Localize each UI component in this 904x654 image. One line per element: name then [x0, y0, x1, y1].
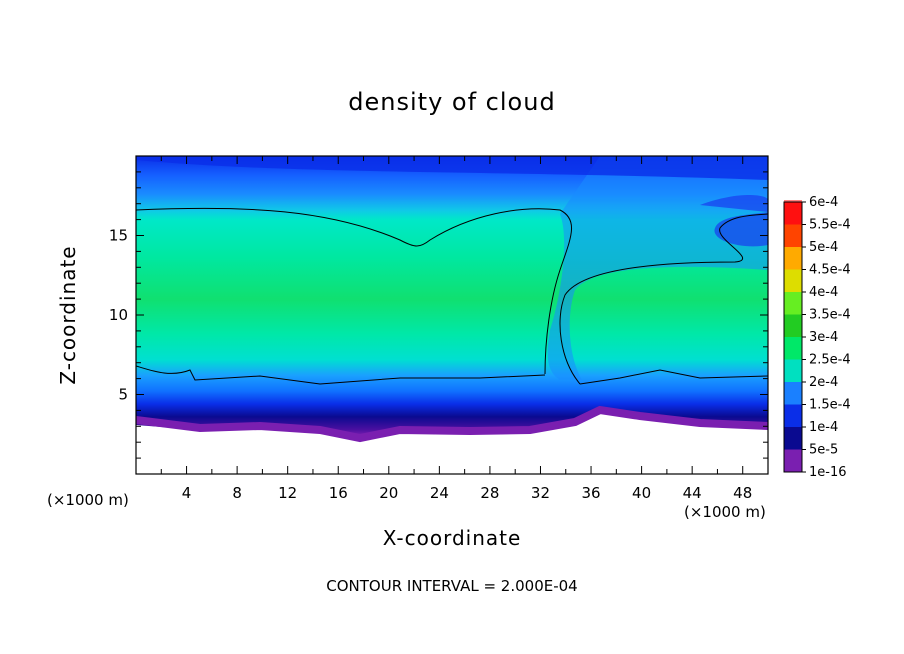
colorbar-label: 5.5e-4	[809, 218, 851, 233]
colorbar-swatch-top	[784, 200, 802, 202]
contour-line-lower-left	[136, 365, 546, 385]
colorbar-label: 1e-4	[809, 420, 838, 435]
colorbar-swatch	[784, 337, 802, 360]
colorbar-swatch	[784, 314, 802, 337]
colorbar-swatch	[784, 247, 802, 270]
x-tick-label: 20	[379, 484, 398, 502]
colorbar-swatch	[784, 292, 802, 315]
y-axis-label: Z-coordinate	[56, 245, 80, 385]
x-axis-label: X-coordinate	[0, 526, 904, 550]
cloud-base-band	[136, 405, 768, 443]
y-tick-label: 5	[118, 386, 128, 404]
clear-air-region	[136, 412, 768, 474]
updraft-band	[547, 156, 768, 380]
x-unit-right: (×1000 m)	[684, 503, 766, 521]
x-tick-label: 40	[632, 484, 651, 502]
x-tick-label: 8	[232, 484, 242, 502]
colorbar-label: 1e-16	[809, 465, 847, 480]
x-axis-ticks: 4 8 12 16 20 24 28 32 36 40 44 48	[160, 156, 752, 502]
colorbar-swatch	[784, 427, 802, 450]
top-band	[136, 156, 768, 180]
y-axis-ticks: 5 10 15	[109, 171, 768, 459]
colorbar-label: 5e-4	[809, 240, 838, 255]
x-tick-label: 4	[182, 484, 192, 502]
colorbar-label: 3.5e-4	[809, 308, 851, 323]
x-tick-label: 12	[278, 484, 297, 502]
colorbar-swatch	[784, 202, 802, 225]
colorbar-label: 4e-4	[809, 285, 838, 300]
x-axis-label-text: X-coordinate	[382, 526, 522, 550]
colorbar-swatch	[784, 224, 802, 247]
colorbar-label: 3e-4	[809, 330, 838, 345]
colorbar-swatch	[784, 269, 802, 292]
contour-line-lower-right	[579, 369, 768, 385]
colorbar-swatch	[784, 359, 802, 382]
colorbar-label: 6e-4	[809, 195, 838, 210]
contour-interval-note: CONTOUR INTERVAL = 2.000E-04	[326, 577, 578, 595]
x-tick-label: 44	[683, 484, 702, 502]
colorbar-swatch	[784, 404, 802, 427]
x-tick-label: 28	[480, 484, 499, 502]
x-tick-label: 32	[531, 484, 550, 502]
colorbar-swatch	[784, 449, 802, 472]
colorbar: 1e-16 5e-5 1e-4 1.5e-4 2e-4 2.5e-4 3e-4 3.5e-4 4…	[783, 195, 851, 480]
upper-right-blue-pocket	[700, 195, 768, 247]
x-unit-left: (×1000 m)	[47, 491, 129, 509]
x-tick-label: 48	[733, 484, 752, 502]
x-tick-label: 24	[430, 484, 449, 502]
x-tick-label: 16	[329, 484, 348, 502]
contour-field	[136, 156, 768, 474]
y-tick-label: 10	[109, 306, 128, 324]
colorbar-label: 1.5e-4	[809, 398, 851, 413]
colorbar-label: 4.5e-4	[809, 263, 851, 278]
colorbar-label: 2.5e-4	[809, 353, 851, 368]
colorbar-label: 5e-5	[809, 443, 838, 458]
colorbar-label: 2e-4	[809, 375, 838, 390]
contour-line-right	[559, 213, 768, 385]
chart-title: density of cloud	[348, 88, 556, 116]
x-tick-label: 36	[581, 484, 600, 502]
y-tick-label: 15	[109, 227, 128, 245]
colorbar-swatch	[784, 382, 802, 405]
contour-line-upper	[136, 207, 573, 375]
